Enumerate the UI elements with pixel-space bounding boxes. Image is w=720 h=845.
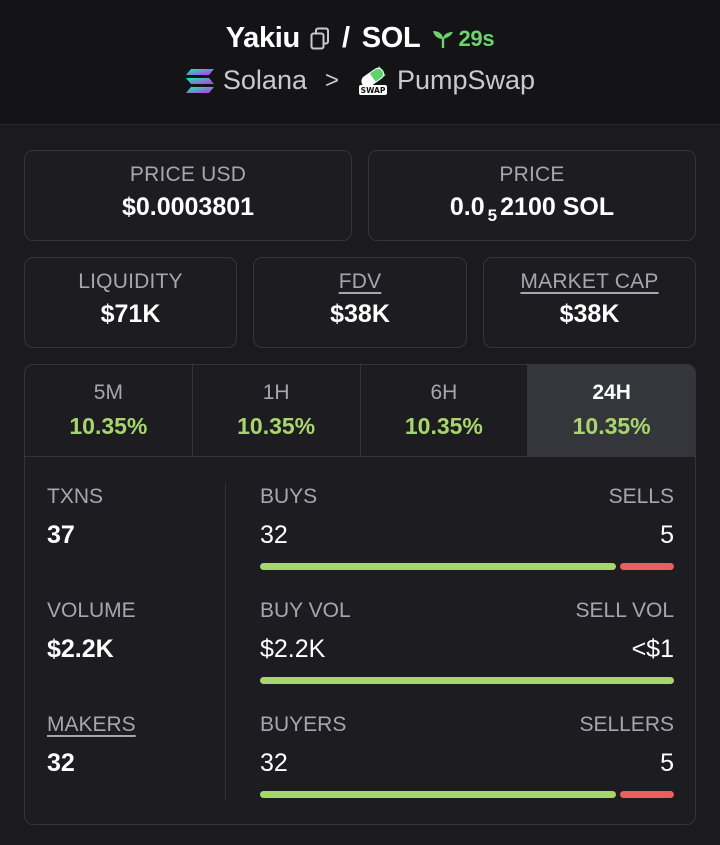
volume-value: $2.2K (47, 635, 114, 663)
chevron-right-icon: > (324, 66, 339, 94)
tab-change: 10.35% (69, 413, 148, 439)
tab-1h[interactable]: 1H 10.35% (193, 365, 361, 456)
price-usd-card: PRICE USD $0.0003801 (24, 150, 352, 241)
makers-stat: MAKERS 32 (47, 713, 136, 778)
txns-value: 37 (47, 521, 75, 549)
sell-bar-segment (620, 563, 674, 570)
seedling-icon (433, 30, 454, 48)
sell-bar-segment (620, 791, 674, 798)
market-cap-value: $38K (559, 300, 620, 328)
price-usd-label: PRICE USD (129, 163, 247, 186)
liquidity-value: $71K (100, 300, 161, 328)
sellers-label: SELLERS (579, 713, 674, 736)
timeframe-tabs: 5M 10.35% 1H 10.35% 6H 10.35% 24H 10.35% (25, 365, 695, 457)
price-native-value: 0.0 5 2100 SOL (449, 193, 615, 225)
tab-change: 10.35% (572, 413, 651, 439)
tab-24h[interactable]: 24H 10.35% (528, 365, 695, 456)
column-divider (225, 483, 226, 799)
market-cap-card: MARKET CAP $38K (483, 257, 696, 348)
liquidity-card: LIQUIDITY $71K (24, 257, 237, 348)
tab-label: 1H (262, 381, 290, 404)
pair-separator: / (341, 22, 350, 54)
buy-vol-label: BUY VOL (260, 599, 351, 622)
sell-vol-label: SELL VOL (575, 599, 674, 622)
sellers-value: 5 (660, 749, 674, 777)
buyers-label: BUYERS (260, 713, 347, 736)
breadcrumb: Solana > SWAP PumpSwap (0, 65, 720, 96)
makers-value: 32 (47, 749, 75, 777)
fdv-value: $38K (330, 300, 390, 328)
tab-change: 10.35% (404, 413, 483, 439)
buys-sells-bar (260, 563, 674, 570)
buyers-sellers-bar (260, 791, 674, 798)
solana-logo-icon (185, 68, 215, 94)
dex-link[interactable]: PumpSwap (397, 65, 536, 95)
makers-label[interactable]: MAKERS (47, 713, 136, 736)
sells-value: 5 (660, 521, 674, 549)
age-text: 29s (458, 25, 495, 51)
txns-stat: TXNS 37 (47, 485, 103, 550)
quote-symbol: SOL (361, 22, 421, 54)
pair-header: Yakiu / SOL 29s (0, 0, 720, 125)
tab-label: 5M (93, 381, 123, 404)
buyers-value: 32 (260, 749, 288, 777)
price-native-label: PRICE (499, 163, 565, 186)
volume-label: VOLUME (47, 599, 136, 622)
buy-bar-segment (260, 563, 617, 570)
price-native-card: PRICE 0.0 5 2100 SOL (368, 150, 696, 241)
sells-label: SELLS (608, 485, 674, 508)
tab-label: 6H (430, 381, 458, 404)
market-cap-label[interactable]: MARKET CAP (520, 270, 659, 293)
fdv-card: FDV $38K (253, 257, 467, 348)
liquidity-label: LIQUIDITY (78, 270, 183, 293)
tab-label: 24H (592, 381, 631, 404)
chain-link[interactable]: Solana (222, 65, 307, 95)
token-symbol[interactable]: Yakiu (225, 22, 301, 54)
fdv-label[interactable]: FDV (338, 270, 382, 293)
buys-sells-row: BUYS SELLS 32 5 (260, 485, 674, 570)
tab-6h[interactable]: 6H 10.35% (361, 365, 529, 456)
copy-icon[interactable] (310, 27, 330, 51)
stats-panel: 5M 10.35% 1H 10.35% 6H 10.35% 24H 10.35%… (24, 364, 696, 825)
pumpswap-logo-icon: SWAP (357, 65, 389, 96)
buys-value: 32 (260, 521, 288, 549)
txns-label: TXNS (47, 485, 104, 508)
svg-text:SWAP: SWAP (361, 86, 386, 95)
buyers-sellers-row: BUYERS SELLERS 32 5 (260, 713, 674, 798)
buy-vol-value: $2.2K (260, 635, 326, 663)
pair-age: 29s (432, 25, 495, 52)
volume-stat: VOLUME $2.2K (47, 599, 136, 664)
buy-bar-segment (260, 791, 617, 798)
pair-title: Yakiu / SOL 29s (0, 22, 720, 55)
volume-split-row: BUY VOL SELL VOL $2.2K <$1 (260, 599, 674, 684)
price-usd-value: $0.0003801 (121, 193, 255, 221)
buy-bar-segment (260, 677, 674, 684)
tab-5m[interactable]: 5M 10.35% (25, 365, 193, 456)
buys-label: BUYS (260, 485, 318, 508)
volume-split-bar (260, 677, 674, 684)
tab-change: 10.35% (237, 413, 316, 439)
sell-vol-value: <$1 (631, 635, 674, 663)
